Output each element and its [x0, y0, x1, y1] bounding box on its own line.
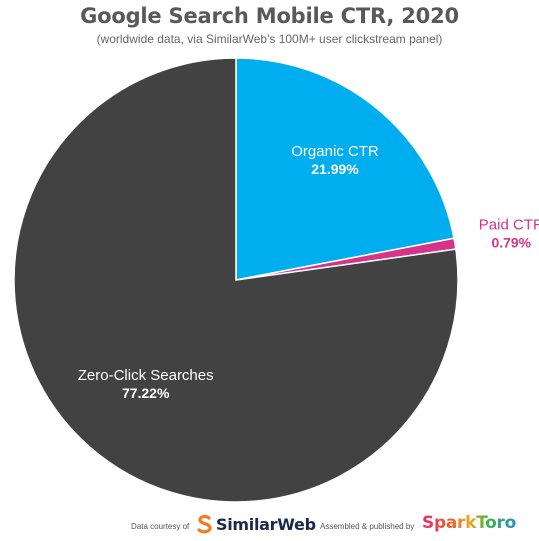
- slice-value-organic-ctr: 21.99%: [311, 161, 359, 177]
- data-courtesy-label: Data courtesy of: [131, 522, 190, 531]
- assembled-label: Assembled & published by: [320, 522, 415, 531]
- pie-slice-zero-click-searches: [13, 57, 459, 503]
- footer: Data courtesy of SimilarWeb Assembled & …: [0, 512, 539, 538]
- slice-label-paid-ctr: Paid CTR: [479, 216, 539, 233]
- sparktoro-logo: SparkToro: [422, 513, 516, 537]
- chart-title: Google Search Mobile CTR, 2020: [80, 4, 459, 28]
- slice-label-organic-ctr: Organic CTR: [291, 143, 379, 160]
- similarweb-logo: SimilarWeb: [196, 513, 316, 535]
- similarweb-wordmark: SimilarWeb: [216, 514, 316, 534]
- slice-value-zero-click-searches: 77.22%: [122, 385, 170, 401]
- chart-subtitle: (worldwide data, via SimilarWeb's 100M+ …: [96, 32, 443, 46]
- pie-slice-organic-ctr: [235, 57, 455, 281]
- similarweb-icon: [197, 514, 212, 534]
- slice-label-zero-click-searches: Zero-Click Searches: [78, 367, 214, 384]
- slice-value-paid-ctr: 0.79%: [491, 234, 531, 250]
